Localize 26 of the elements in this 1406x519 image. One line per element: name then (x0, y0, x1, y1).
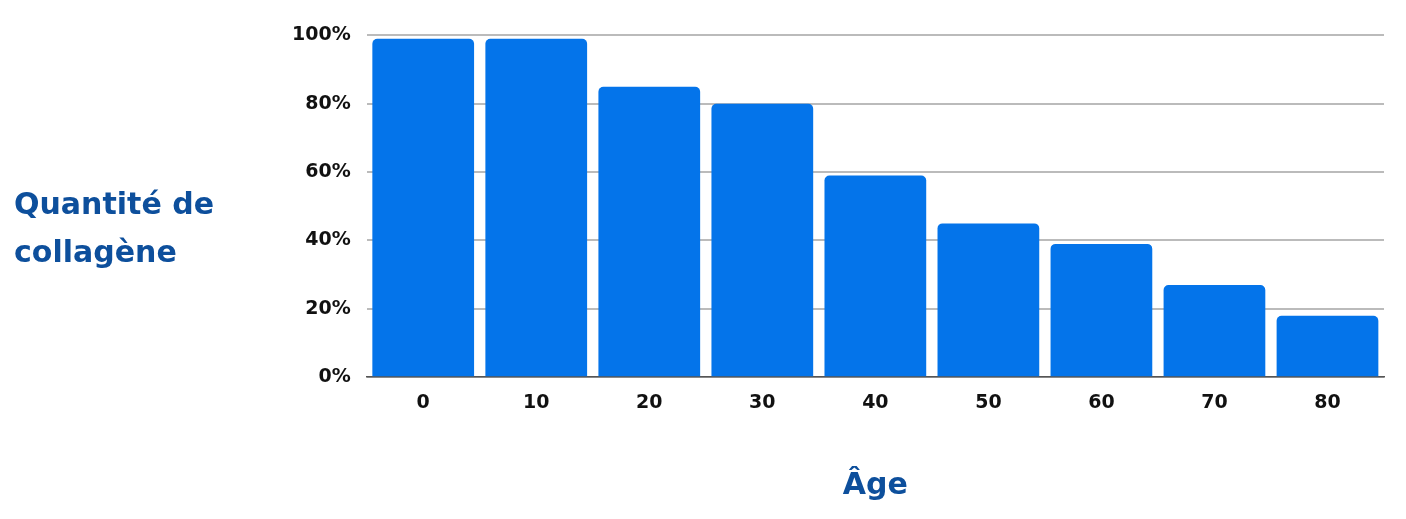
x-tick-label: 50 (975, 389, 1002, 412)
y-tick-label: 20% (305, 295, 351, 318)
x-tick-label: 0 (416, 389, 430, 412)
x-tick-label: 80 (1314, 389, 1341, 412)
y-tick-label: 0% (318, 364, 351, 387)
y-tick-label: 40% (305, 227, 351, 250)
x-tick-label: 20 (636, 389, 663, 412)
y-axis-title: Quantité de collagène (13, 185, 216, 271)
bar (937, 223, 1040, 377)
x-tick-label: 70 (1201, 389, 1228, 412)
y-tick-label: 80% (305, 90, 351, 113)
bar (485, 38, 588, 377)
bar (1163, 284, 1266, 377)
bar (598, 86, 701, 377)
x-tick-label: 60 (1088, 389, 1115, 412)
x-tick-label: 10 (523, 389, 550, 412)
x-axis-title: Âge (842, 465, 908, 501)
y-tick-label: 100% (291, 22, 351, 45)
y-tick-label: 60% (305, 159, 351, 182)
bar (824, 175, 927, 377)
bar (372, 38, 475, 377)
bar (711, 103, 814, 377)
bar (1050, 243, 1153, 377)
bar (1276, 315, 1379, 377)
x-tick-label: 40 (862, 389, 889, 412)
x-tick-label: 30 (749, 389, 776, 412)
